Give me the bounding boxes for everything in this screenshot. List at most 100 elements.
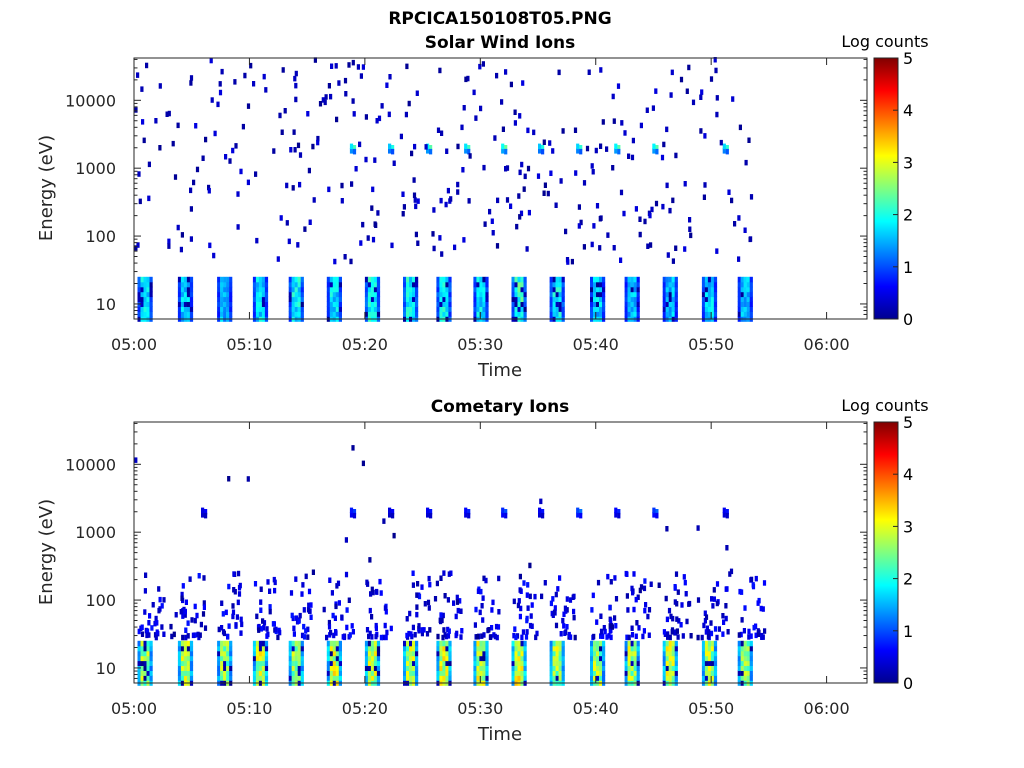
heatmap-cell [668,306,672,312]
heatmap-cell [704,655,709,662]
heatmap-cell [710,650,715,657]
heatmap-cell [364,296,369,302]
heatmap-cell [332,291,336,298]
heatmap-cell [351,98,355,104]
heatmap-cell [149,665,153,671]
heatmap-cell [370,675,375,681]
heatmap-cell [406,301,410,307]
heatmap-cell [223,665,227,671]
heatmap-cell [345,607,349,613]
heatmap-cell [373,286,378,293]
y-tick-label: 10 [96,295,116,314]
heatmap-cell [551,148,555,154]
heatmap-cell [167,243,171,249]
heatmap-cell [252,645,257,652]
heatmap-cell [373,665,378,671]
colorbar-tick-label: 2 [903,570,913,589]
heatmap-cell [722,507,726,514]
heatmap-cell [624,276,628,283]
heatmap-cell [665,286,669,293]
heatmap-cell [713,276,718,283]
heatmap-cell [217,281,221,288]
heatmap-cell [577,223,581,229]
heatmap-cell [491,599,495,606]
heatmap-cell [217,626,221,633]
heatmap-cell [673,599,677,605]
heatmap-cell [226,645,230,652]
heatmap-cell [140,301,144,307]
heatmap-cell [149,291,153,298]
heatmap-cell [167,110,171,117]
heatmap-cell [364,301,369,307]
heatmap-cell [511,281,515,288]
heatmap-cell [727,189,731,195]
heatmap-cell [137,311,141,317]
heatmap-cell [335,311,339,317]
heatmap-cell [665,301,669,307]
heatmap-cell [445,281,449,288]
heatmap-cell [743,311,747,317]
heatmap-cell [226,640,230,647]
heatmap-cell [479,650,483,657]
heatmap-cell [376,311,381,317]
heatmap-cell [262,73,266,80]
heatmap-cell [549,675,553,681]
heatmap-cell [596,670,600,676]
heatmap-cell [654,88,658,94]
heatmap-cell [204,509,208,515]
heatmap-cell [259,607,263,613]
heatmap-cell [442,286,446,293]
heatmap-cell [555,306,559,312]
heatmap-cell [691,99,696,106]
heatmap-cell [700,634,704,641]
heatmap-cell [605,634,609,640]
heatmap-cell [549,281,553,288]
heatmap-cell [373,221,377,227]
heatmap-cell [337,80,341,86]
heatmap-cell [590,163,594,169]
heatmap-cell [668,286,672,293]
heatmap-cell [482,286,486,293]
heatmap-cell [523,306,527,312]
heatmap-cell [184,627,188,633]
heatmap-cell [705,625,709,631]
heatmap-cell [140,281,144,288]
heatmap-cell [540,593,544,600]
heatmap-cell [613,575,617,581]
heatmap-cell [231,603,235,609]
heatmap-cell [255,670,260,676]
heatmap-cell [561,665,565,671]
heatmap-cell [599,286,603,293]
heatmap-cell [624,645,628,652]
heatmap-cell [740,640,744,647]
heatmap-cell [715,111,719,118]
heatmap-cell [573,127,578,133]
heatmap-cell [596,655,600,662]
heatmap-cell [473,276,477,283]
heatmap-cell [261,618,265,624]
heatmap-cell [183,306,188,312]
heatmap-cell [636,645,640,652]
heatmap-cell [740,286,744,293]
colorbar-tick-label: 0 [903,674,913,693]
heatmap-cell [258,640,263,647]
y-tick-label: 1000 [75,159,116,178]
heatmap-cell [455,599,460,605]
heatmap-cell [409,276,413,283]
heatmap-cell [746,650,750,657]
heatmap-cell [412,640,416,647]
heatmap-cell [485,311,489,317]
heatmap-cell [426,148,430,154]
heatmap-cell [406,650,410,657]
heatmap-cell [561,675,565,681]
heatmap-cell [637,625,641,631]
heatmap-cell [665,640,669,647]
heatmap-cell [446,597,450,603]
heatmap-cell [261,296,266,302]
heatmap-cell [289,590,294,596]
heatmap-cell [258,296,263,302]
heatmap-cell [715,634,719,641]
heatmap-cell [737,650,741,657]
heatmap-cell [636,311,640,317]
heatmap-cell [223,296,227,302]
